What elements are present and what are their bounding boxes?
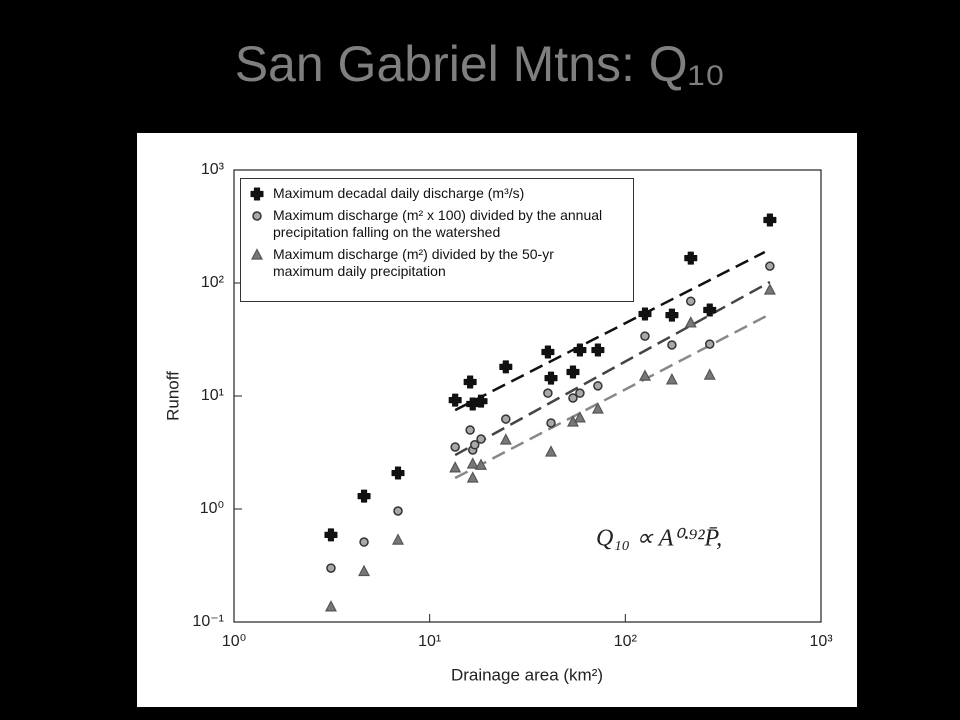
point (665, 308, 679, 322)
point (466, 457, 479, 469)
legend-entry: Maximum discharge (m²) divided by the 50… (249, 246, 625, 280)
point (703, 303, 717, 317)
point (450, 442, 460, 452)
point (591, 343, 605, 357)
point (324, 528, 338, 542)
legend: Maximum decadal daily discharge (m³/s) Ma… (240, 178, 634, 302)
legend-marker (252, 211, 262, 221)
legend-swatch (250, 187, 264, 201)
point (640, 331, 650, 341)
y-tick-label: 10³ (201, 161, 225, 178)
legend-swatch (251, 248, 263, 260)
slide-title: San Gabriel Mtns: Q₁₀ (235, 36, 726, 92)
legend-label: Maximum decadal daily discharge (m³/s) (273, 185, 525, 201)
point (591, 402, 604, 414)
point (448, 393, 462, 407)
point (470, 440, 480, 450)
point (476, 434, 486, 444)
point (466, 471, 479, 483)
point (546, 418, 556, 428)
point (544, 371, 558, 385)
y-tick-label: 10² (201, 274, 225, 291)
legend-swatch (252, 211, 262, 221)
point (499, 433, 512, 445)
x-axis-label: Drainage area (km²) (451, 665, 603, 684)
point (684, 251, 698, 265)
legend-entry: Maximum discharge (m² x 100) divided by … (249, 207, 625, 241)
point (391, 466, 405, 480)
point (392, 533, 405, 545)
point (463, 375, 477, 389)
legend-label: Maximum discharge (m² x 100) divided by … (273, 207, 603, 240)
legend-label: Maximum discharge (m²) divided by the 50… (273, 246, 554, 279)
point (541, 345, 555, 359)
point (474, 394, 488, 408)
point (393, 506, 403, 516)
point (667, 340, 677, 350)
point (545, 445, 558, 457)
point (638, 369, 651, 381)
point (359, 537, 369, 547)
y-tick-label: 10⁻¹ (192, 613, 224, 630)
point (704, 339, 715, 349)
point (665, 373, 678, 385)
legend-entry: Maximum decadal daily discharge (m³/s) (249, 185, 625, 202)
point (543, 388, 553, 398)
point (501, 414, 511, 424)
point (686, 296, 696, 306)
point (703, 368, 716, 380)
y-tick-label: 10¹ (201, 387, 224, 404)
trend-line (454, 250, 766, 412)
trend-line (454, 280, 771, 457)
point (763, 213, 777, 227)
x-tick-label: 10¹ (418, 633, 441, 650)
legend-marker (251, 248, 263, 260)
trend-line (454, 313, 771, 480)
point (684, 316, 697, 328)
x-tick-label: 10⁰ (222, 633, 246, 650)
point (763, 283, 776, 295)
point (357, 489, 371, 503)
point (765, 261, 775, 271)
legend-marker (250, 187, 264, 201)
point (358, 564, 371, 577)
y-tick-label: 10⁰ (200, 500, 224, 517)
x-tick-label: 10² (614, 633, 638, 650)
point (499, 360, 513, 374)
point (326, 563, 336, 573)
point (575, 388, 585, 398)
point (324, 600, 337, 612)
point (568, 393, 578, 403)
point (566, 365, 580, 379)
point (465, 425, 475, 435)
y-axis-label: Runoff (163, 371, 182, 421)
point (593, 381, 603, 391)
point (638, 307, 652, 321)
point (573, 343, 587, 357)
point (573, 411, 586, 423)
point (475, 458, 488, 470)
annotation: Q₁₀ ∝ A⁰·⁹²P̄, (596, 526, 722, 552)
point (449, 461, 462, 473)
x-tick-label: 10³ (809, 633, 833, 650)
